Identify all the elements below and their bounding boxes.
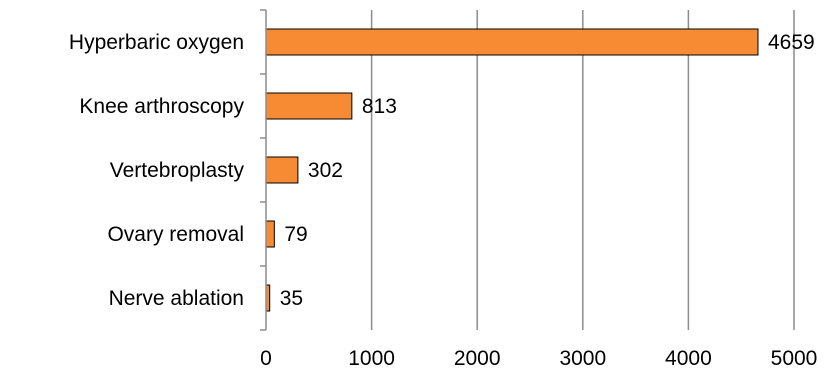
axes — [260, 9, 267, 331]
data-label: 79 — [284, 223, 307, 246]
category-label: Knee arthroscopy — [79, 95, 244, 118]
category-label: Nerve ablation — [109, 287, 244, 310]
x-tick-label: 2000 — [454, 347, 501, 370]
data-label: 35 — [280, 287, 303, 310]
bar — [265, 156, 299, 184]
category-label: Hyperbaric oxygen — [69, 31, 244, 54]
gridlines — [370, 10, 795, 330]
x-tick-label: 0 — [260, 347, 272, 370]
data-label: 302 — [308, 159, 343, 182]
data-label: 813 — [362, 95, 397, 118]
bar — [265, 28, 759, 56]
data-label: 4659 — [768, 31, 815, 54]
x-tick-label: 1000 — [348, 347, 395, 370]
bar — [265, 220, 275, 248]
x-tick-label: 4000 — [665, 347, 712, 370]
labels: 0 1000 2000 3000 4000 5000 Hyperbaric oxygen 46… — [69, 31, 817, 370]
category-label: Ovary removal — [107, 223, 244, 246]
x-tick-label: 5000 — [771, 347, 818, 370]
bar — [265, 92, 353, 120]
x-tick-label: 3000 — [559, 347, 606, 370]
category-label: Vertebroplasty — [110, 159, 245, 182]
